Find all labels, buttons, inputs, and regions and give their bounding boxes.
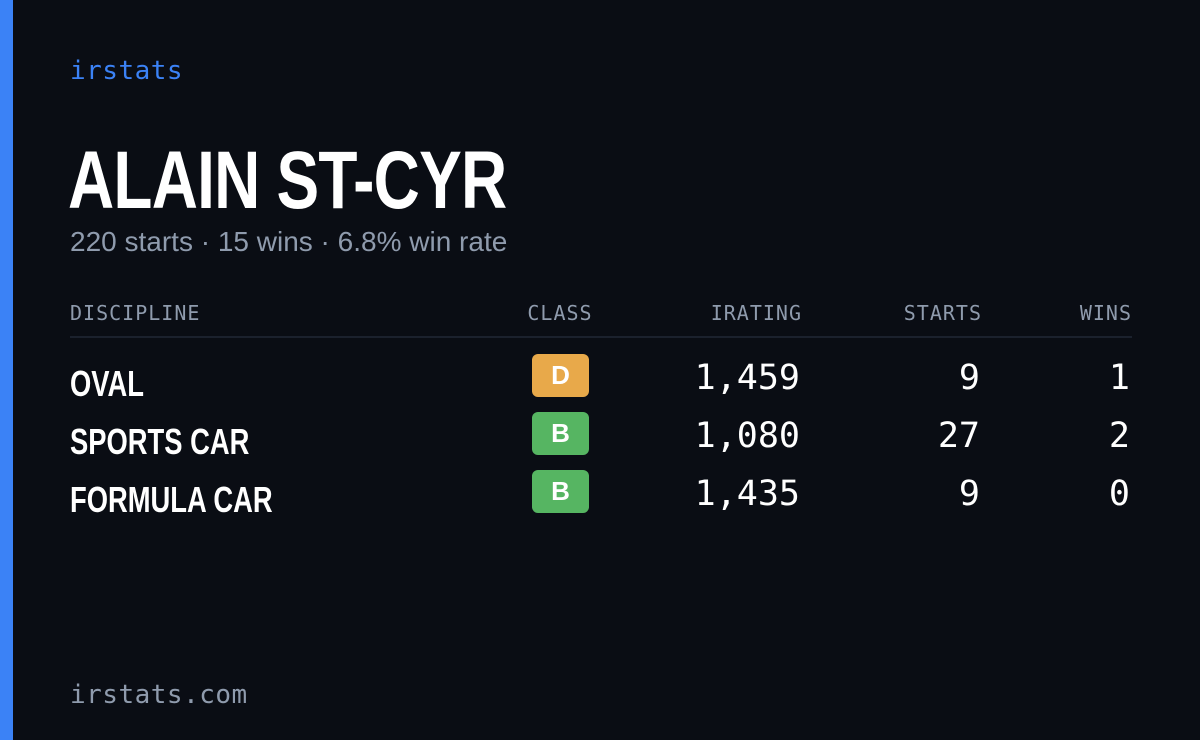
irating-value: 1,080 <box>694 416 800 456</box>
driver-name: ALAIN ST-CYR <box>68 135 507 226</box>
wins-value: 0 <box>1108 474 1130 514</box>
header-starts: STARTS <box>903 301 982 325</box>
table-row: FORMULA CAR B 1,435 9 0 <box>70 470 1132 520</box>
header-irating: IRATING <box>710 301 802 325</box>
header-discipline: DISCIPLINE <box>70 301 201 325</box>
header-wins: WINS <box>1079 301 1132 325</box>
table-row: SPORTS CAR B 1,080 27 2 <box>70 412 1132 462</box>
starts-value: 9 <box>958 358 980 398</box>
starts-value: 27 <box>937 416 980 456</box>
footer-url: irstats.com <box>70 680 248 710</box>
table-header: DISCIPLINE CLASS IRATING STARTS WINS <box>70 300 1132 338</box>
brand-logo: irstats <box>70 56 184 86</box>
starts-value: 9 <box>958 474 980 514</box>
class-badge: D <box>532 354 589 397</box>
irating-value: 1,435 <box>694 474 800 514</box>
header-class: CLASS <box>527 301 593 325</box>
irating-value: 1,459 <box>694 358 800 398</box>
class-badge: B <box>532 470 589 513</box>
accent-bar <box>0 0 13 740</box>
discipline-label: FORMULA CAR <box>70 479 273 520</box>
class-badge: B <box>532 412 589 455</box>
discipline-label: SPORTS CAR <box>70 421 250 462</box>
wins-value: 2 <box>1108 416 1130 456</box>
driver-summary: 220 starts · 15 wins · 6.8% win rate <box>70 226 508 257</box>
discipline-label: OVAL <box>70 363 144 404</box>
table-row: OVAL D 1,459 9 1 <box>70 354 1132 404</box>
wins-value: 1 <box>1108 358 1130 398</box>
